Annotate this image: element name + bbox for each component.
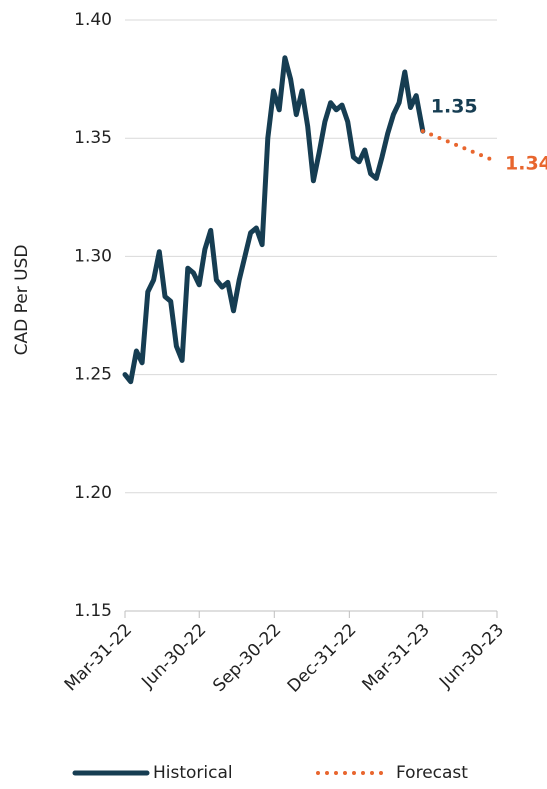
y-axis-label: CAD Per USD xyxy=(12,245,32,356)
y-tick-label: 1.20 xyxy=(74,483,112,503)
x-tick-label: Mar-31-22 xyxy=(61,620,136,695)
x-tick-label: Jun-30-22 xyxy=(137,620,210,693)
y-tick-label: 1.30 xyxy=(74,246,112,266)
legend-label: Historical xyxy=(153,763,233,783)
x-tick-label: Mar-31-23 xyxy=(359,620,434,695)
y-tick-label: 1.25 xyxy=(74,365,112,385)
x-tick-label: Sep-30-22 xyxy=(209,620,285,696)
series-line xyxy=(420,129,499,164)
x-tick-label: Jun-30-23 xyxy=(435,620,508,693)
value-label: 1.35 xyxy=(431,96,478,118)
x-tick-label: Dec-31-22 xyxy=(284,620,361,697)
y-tick-label: 1.35 xyxy=(74,128,112,148)
legend-label: Forecast xyxy=(396,763,468,783)
series-line xyxy=(122,55,426,385)
y-tick-label: 1.15 xyxy=(74,601,112,621)
y-tick-label: 1.40 xyxy=(74,10,112,30)
value-label: 1.34 xyxy=(505,152,547,174)
